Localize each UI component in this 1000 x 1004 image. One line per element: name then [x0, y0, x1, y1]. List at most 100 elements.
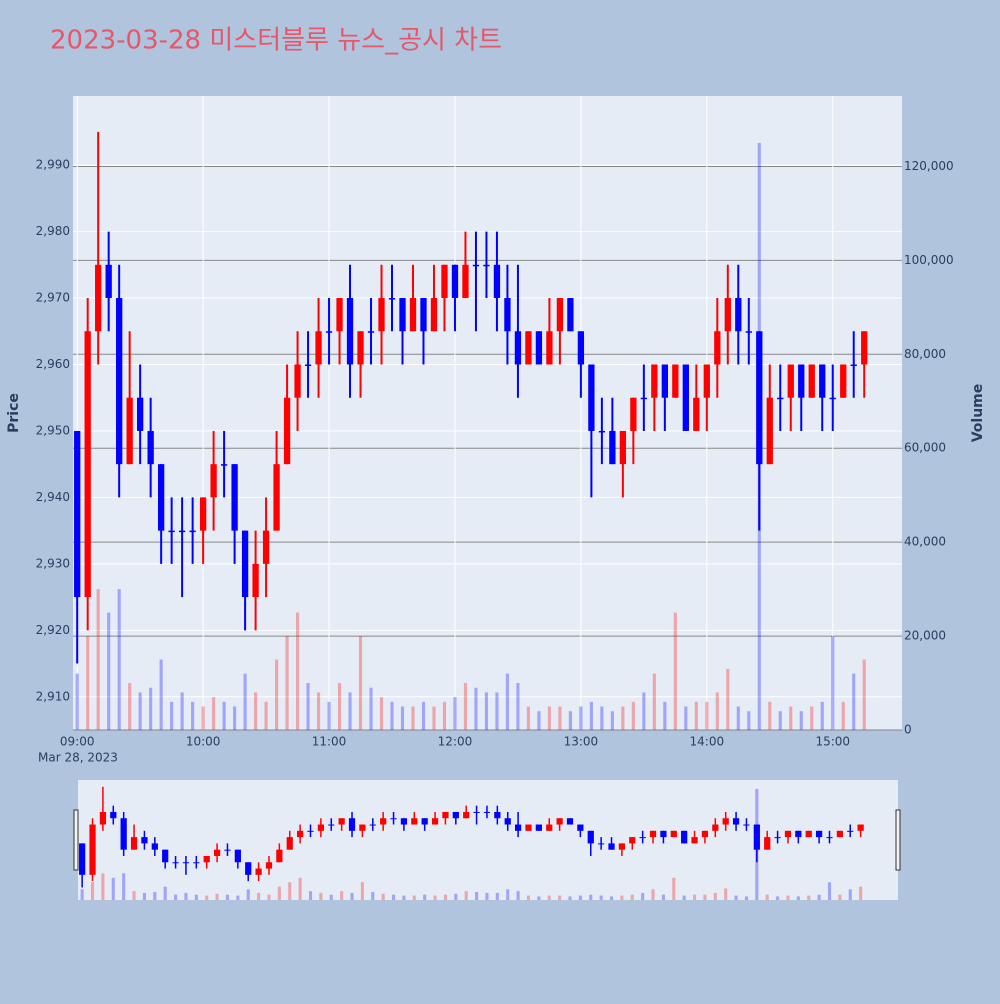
mini-candle-body	[338, 818, 345, 825]
mini-volume-bar	[547, 895, 551, 900]
mini-candle-body	[307, 830, 314, 832]
volume-bar	[568, 711, 572, 730]
mini-volume-bar	[630, 894, 634, 900]
y-tick-label: 2,910	[36, 689, 70, 703]
mini-volume-bar	[827, 882, 832, 900]
candle-body	[357, 331, 364, 365]
mini-candle-body	[753, 824, 760, 850]
volume-bar	[170, 701, 174, 730]
volume-bar	[117, 589, 121, 730]
mini-candle-body	[608, 843, 615, 850]
candle-body	[137, 397, 144, 431]
mini-volume-bar	[308, 891, 313, 900]
mini-volume-bar	[298, 877, 302, 900]
volume-bar	[726, 668, 730, 730]
volume-bar	[684, 706, 688, 730]
mini-candle-body	[577, 824, 584, 831]
y2-tick-label: 40,000	[904, 535, 946, 549]
mini-candle-body	[141, 837, 148, 844]
volume-bar	[400, 706, 405, 730]
candle-body	[451, 264, 459, 299]
mini-volume-bar	[205, 895, 209, 900]
volume-bar	[96, 589, 100, 730]
volume-bar	[411, 706, 415, 730]
y2-axis-title: Volume	[970, 384, 986, 443]
mini-candle-body	[400, 818, 408, 825]
slider-handle[interactable]	[895, 809, 901, 871]
x-tick-label: 12:00	[438, 735, 473, 749]
y-axis-title: Price	[6, 393, 22, 433]
candle-body	[409, 298, 417, 332]
candle-body	[441, 264, 448, 299]
volume-bar	[474, 687, 478, 730]
mini-candle-body	[712, 824, 719, 831]
y2-tick-label: 80,000	[904, 347, 946, 361]
volume-bar	[442, 701, 447, 730]
y-tick-label: 2,920	[36, 623, 70, 637]
mini-volume-bar	[267, 894, 271, 900]
candle-body	[787, 364, 794, 398]
mini-volume-bar	[672, 877, 676, 900]
candle-body	[252, 563, 259, 598]
mini-candle-body	[348, 818, 356, 831]
mini-volume-bar	[132, 891, 136, 900]
x-tick-label: 13:00	[564, 735, 599, 749]
volume-bar	[841, 701, 845, 730]
candle-body	[367, 331, 375, 333]
volume-bar	[547, 706, 551, 730]
volume-bar	[358, 636, 363, 730]
volume-bar	[862, 659, 866, 730]
mini-volume-bar	[796, 896, 800, 900]
candle-body	[493, 264, 501, 299]
volume-bar	[390, 701, 394, 730]
mini-candle-body	[431, 818, 439, 825]
volume-bar	[831, 636, 835, 730]
mini-candle-body	[276, 849, 283, 863]
mini-candle-body	[587, 830, 594, 844]
mini-candle-body	[847, 830, 854, 832]
mini-candle-body	[649, 830, 657, 838]
mini-candle-body	[411, 818, 418, 825]
candle-body	[640, 397, 648, 400]
volume-bar	[673, 612, 677, 730]
plot-area	[73, 96, 902, 730]
volume-bar	[810, 706, 814, 730]
volume-bar	[128, 683, 132, 730]
volume-bar	[789, 706, 793, 730]
candle-body	[294, 364, 301, 398]
mini-candle-body	[297, 830, 304, 838]
mini-volume-bar	[558, 895, 562, 900]
volume-bar	[243, 673, 247, 730]
candle-body	[178, 530, 186, 533]
range-slider[interactable]	[78, 780, 898, 900]
mini-volume-bar	[340, 891, 344, 900]
volume-bar	[254, 692, 258, 730]
candle-body	[231, 464, 238, 531]
mini-candle-body	[213, 849, 221, 856]
mini-volume-bar	[620, 895, 624, 900]
volume-bar	[852, 673, 856, 730]
mini-volume-bar	[90, 882, 95, 900]
candle-body	[168, 530, 175, 533]
mini-candle-body	[110, 811, 117, 819]
mini-candle-body	[681, 830, 688, 844]
volume-bar	[212, 697, 216, 730]
slider-handle[interactable]	[73, 809, 79, 871]
mini-volume-bar	[454, 893, 458, 900]
y2-tick-label: 120,000	[904, 159, 954, 173]
candle-body	[798, 364, 805, 398]
mini-volume-bar	[360, 882, 364, 900]
candle-body	[672, 364, 679, 398]
volume-bar	[621, 706, 625, 730]
mini-volume-bar	[111, 877, 115, 900]
candle-body	[829, 397, 836, 400]
mini-candle-body	[483, 811, 491, 813]
mini-candle-body	[795, 830, 802, 838]
candle-body	[199, 497, 207, 531]
volume-bar	[316, 692, 321, 730]
candle-body	[609, 430, 616, 465]
volume-bar	[705, 701, 709, 730]
volume-bar	[736, 706, 740, 730]
mini-candle-body	[639, 837, 646, 839]
candle-body	[126, 397, 133, 465]
